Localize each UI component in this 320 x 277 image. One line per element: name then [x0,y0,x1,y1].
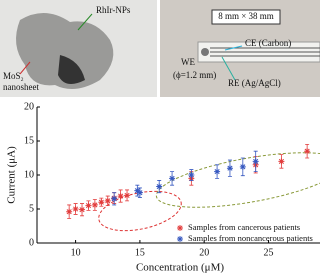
point [98,199,104,205]
y-tick-label: 15 [24,135,34,146]
point [278,158,284,164]
y-tick-label: 0 [29,237,34,248]
legend-marker [177,225,183,231]
legend-label: Samples from cancerous patients [188,222,300,232]
x-tick-label: 20 [199,247,209,258]
label: WE [181,57,195,67]
label: (ϕ=1.2 mm) [173,70,216,80]
y-tick-label: 20 [24,101,34,112]
point [79,207,85,213]
point [253,158,259,164]
point [111,196,117,202]
label: CE (Carbon) [245,38,291,48]
point [137,190,143,196]
point [85,203,91,209]
x-axis-label: Concentration (μM) [136,262,224,274]
point [118,193,124,199]
legend-marker [177,236,183,242]
point [240,164,246,170]
point [92,202,98,208]
point [188,172,194,178]
legend-label: Samples from noncancerous patients [188,233,313,243]
point [156,184,162,190]
point [124,192,130,198]
figure: RhIr-NPs MoS₂ nanosheet 8 mm × 38 mm CE … [0,0,320,277]
label: MoS₂ [3,71,24,81]
label: nanosheet [3,82,39,92]
cluster-ellipse [153,142,320,218]
point [73,206,79,212]
we-dot [201,48,209,56]
label: RE (Ag/AgCl) [228,78,281,88]
point [105,198,111,204]
x-tick-label: 25 [264,247,274,258]
point [214,169,220,175]
x-tick-label: 15 [135,247,145,258]
point [169,175,175,181]
point [66,209,72,215]
point [304,148,310,154]
y-axis-label: Current (μA) [6,146,18,204]
label: 8 mm × 38 mm [218,11,274,21]
point [227,165,233,171]
y-tick-label: 5 [29,203,34,214]
y-tick-label: 10 [24,169,34,180]
photos: RhIr-NPs MoS₂ nanosheet 8 mm × 38 mm CE … [0,0,320,97]
label: RhIr-NPs [96,5,131,15]
x-tick-label: 10 [71,247,81,258]
